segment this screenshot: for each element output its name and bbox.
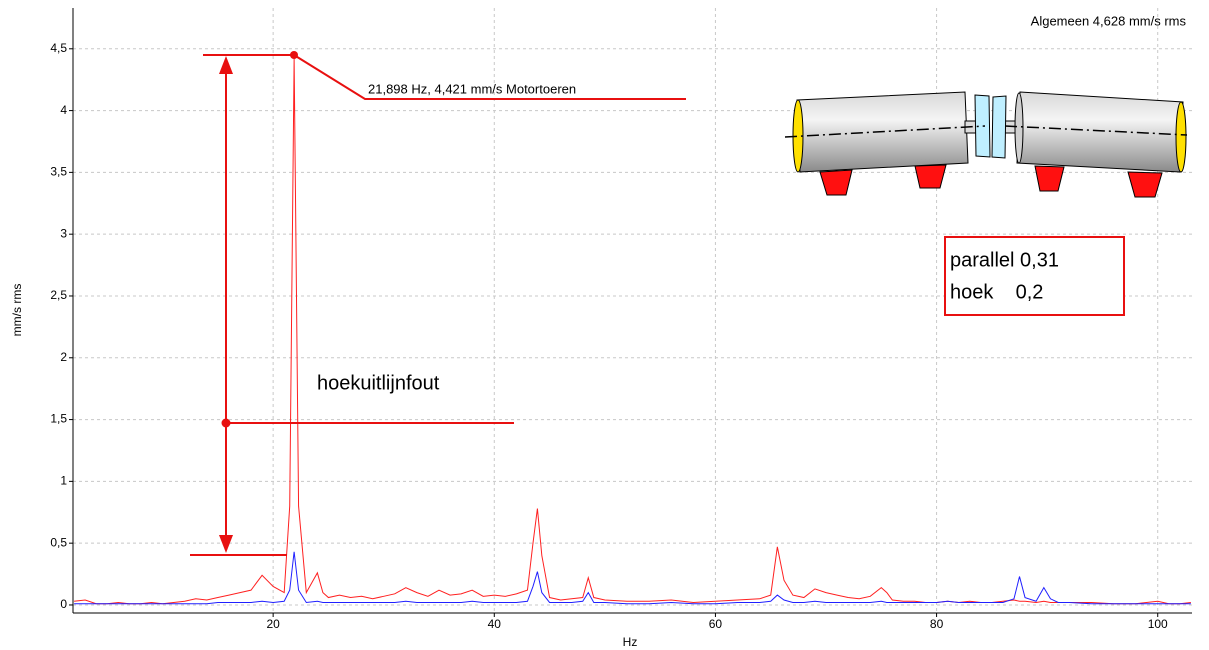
x-axis-title: Hz <box>623 635 638 649</box>
y-tick-label: 4 <box>60 103 67 117</box>
series-line <box>74 551 1191 605</box>
x-tick-label: 60 <box>709 617 723 631</box>
y-tick-label: 0,5 <box>50 535 67 549</box>
overall-value: Algemeen 4,628 mm/s rms <box>1031 13 1187 28</box>
parallel-label: parallel 0,31 <box>950 249 1059 271</box>
y-tick-label: 3 <box>60 226 67 240</box>
annotation-drawing <box>190 51 1125 556</box>
grid <box>73 8 1192 613</box>
x-tick-label: 20 <box>266 617 280 631</box>
diagnosis-label: hoekuitlijnfout <box>317 372 440 394</box>
y-tick-label: 4,5 <box>50 41 67 55</box>
y-axis-title: mm/s rms <box>10 284 24 337</box>
y-tick-label: 1,5 <box>50 412 67 426</box>
x-tick-label: 40 <box>488 617 502 631</box>
y-tick-label: 2,5 <box>50 288 67 302</box>
angle-label: hoek 0,2 <box>950 281 1043 303</box>
y-tick-label: 3,5 <box>50 165 67 179</box>
peak-label: 21,898 Hz, 4,421 mm/s Motortoeren <box>368 81 576 96</box>
x-tick-label: 100 <box>1148 617 1168 631</box>
machine-diagram <box>784 91 1188 198</box>
x-tick-label: 80 <box>930 617 944 631</box>
y-tick-label: 2 <box>60 350 67 364</box>
series <box>74 58 1191 605</box>
y-tick-label: 0 <box>60 597 67 611</box>
y-tick-label: 1 <box>60 474 67 488</box>
